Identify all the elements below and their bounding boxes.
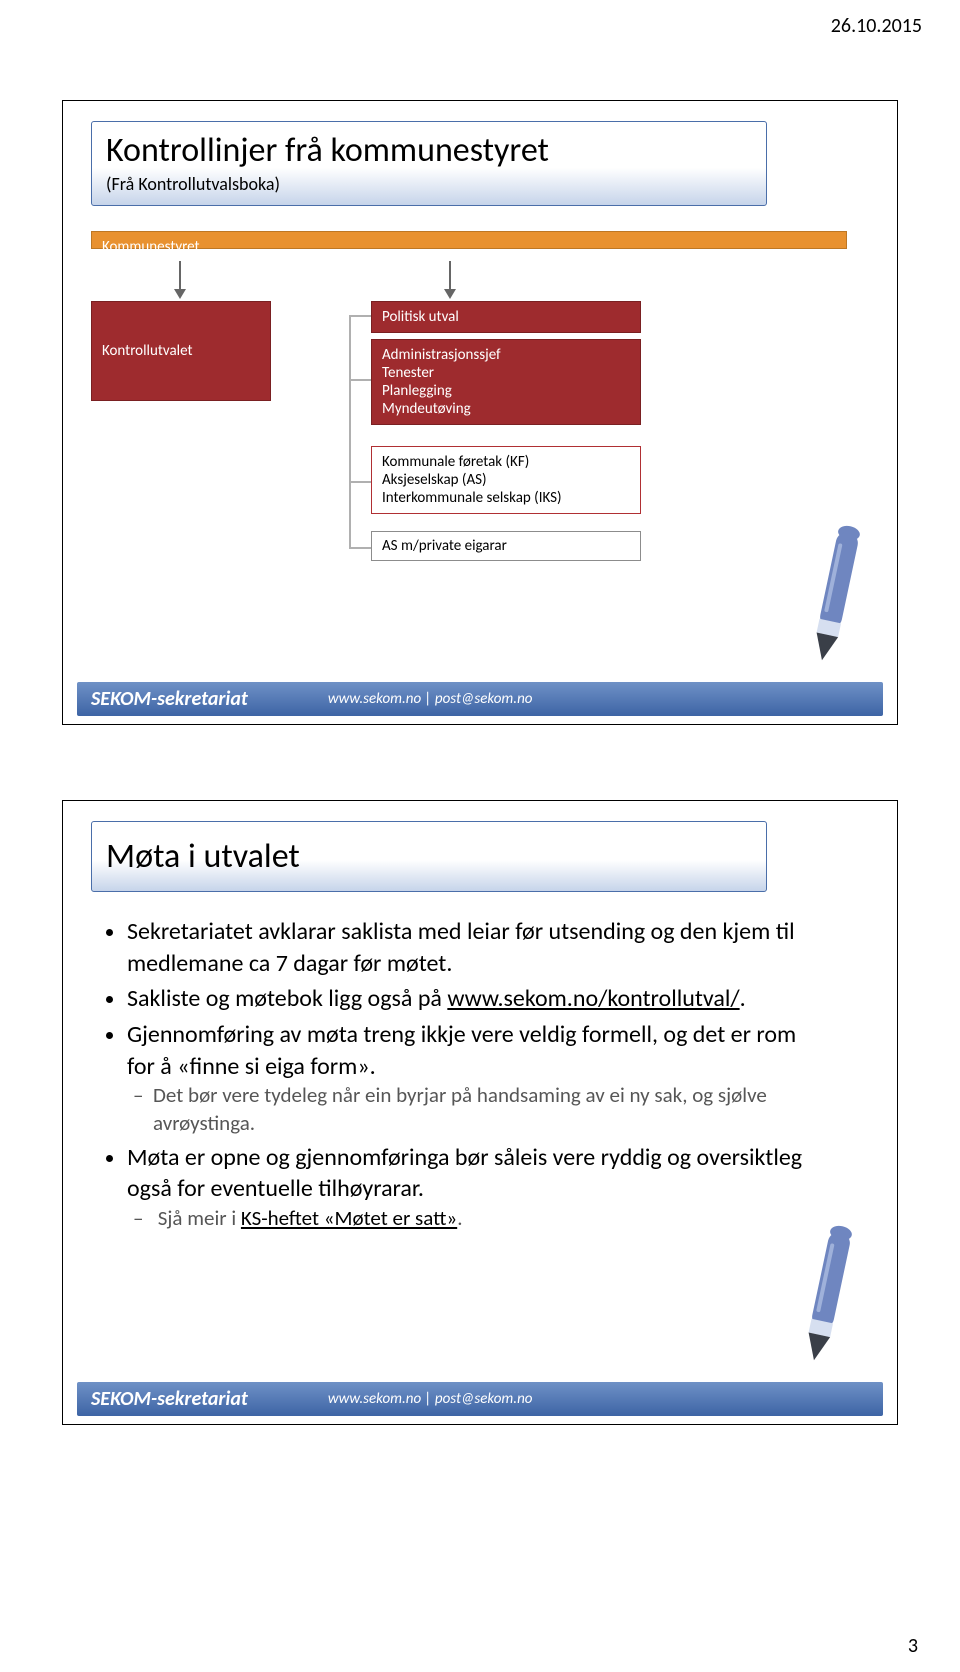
slide2-bullets: Sekretariatet avklarar saklista med leia…: [103, 916, 807, 1237]
org-diagram: Kommunestyret Kontrollutvalet Politisk u…: [91, 231, 847, 631]
admin-line-1: Tenester: [382, 364, 630, 382]
admin-line-0: Administrasjonssjef: [382, 346, 630, 364]
connector-h-1: [349, 315, 371, 317]
foretak-line-1: Aksjeselskap (AS): [382, 471, 630, 489]
footer-brand-2: SEKOM-sekretariat: [91, 1387, 248, 1411]
page-date: 26.10.2015: [831, 14, 922, 38]
bullet-4-sub-link[interactable]: KS-heftet «Møtet er satt»: [241, 1205, 457, 1231]
bullet-3-text: Gjennomføring av møta treng ikkje vere v…: [127, 1020, 796, 1081]
box-eigar: AS m/private eigarar: [371, 531, 641, 561]
footer-url-2: www.sekom.no | post@sekom.no: [328, 1390, 533, 1408]
bullet-4: Møta er opne og gjennomføringa bør sålei…: [127, 1142, 807, 1233]
box-politisk-utval: Politisk utval: [371, 301, 641, 333]
slide1-footer: SEKOM-sekretariat www.sekom.no | post@se…: [77, 682, 883, 716]
bullet-4-sub-1: Sjå meir i KS-heftet «Møtet er satt».: [153, 1205, 807, 1233]
page-number: 3: [908, 1634, 918, 1658]
connector-h-2: [349, 379, 371, 381]
slide2-footer: SEKOM-sekretariat www.sekom.no | post@se…: [77, 1382, 883, 1416]
slide2-title-band: Møta i utvalet: [91, 821, 767, 892]
box-foretak: Kommunale føretak (KF) Aksjeselskap (AS)…: [371, 446, 641, 514]
bullet-2: Sakliste og møtebok ligg også på www.sek…: [127, 983, 807, 1015]
bullet-1: Sekretariatet avklarar saklista med leia…: [127, 916, 807, 979]
slide2-title: Møta i utvalet: [106, 836, 752, 877]
connector-h-3: [349, 481, 371, 483]
slide1-title: Kontrollinjer frå kommunestyret: [106, 130, 752, 171]
slide1-subtitle: (Frå Kontrollutvalsboka): [106, 173, 752, 195]
pen-icon-2: [799, 1224, 859, 1374]
connector-h-4: [349, 547, 371, 549]
bullet-2-before: Sakliste og møtebok ligg også på: [127, 984, 447, 1013]
bullet-4-sub-before: Sjå meir i: [158, 1205, 241, 1231]
bullet-2-link[interactable]: www.sekom.no/kontrollutval/: [447, 984, 739, 1013]
slide-2: Møta i utvalet Sekretariatet avklarar sa…: [62, 800, 898, 1425]
admin-line-2: Planlegging: [382, 382, 630, 400]
admin-line-3: Myndeutøving: [382, 400, 630, 418]
bullet-3-sub-1: Det bør vere tydeleg når ein byrjar på h…: [153, 1082, 807, 1137]
slide-1: Kontrollinjer frå kommunestyret (Frå Kon…: [62, 100, 898, 725]
bullet-4-text: Møta er opne og gjennomføringa bør sålei…: [127, 1143, 802, 1204]
foretak-line-2: Interkommunale selskap (IKS): [382, 489, 630, 507]
pen-icon: [807, 524, 867, 674]
box-admin: Administrasjonssjef Tenester Planlegging…: [371, 339, 641, 425]
bullet-2-after: .: [740, 984, 746, 1013]
slide1-title-band: Kontrollinjer frå kommunestyret (Frå Kon…: [91, 121, 767, 206]
footer-brand: SEKOM-sekretariat: [91, 687, 248, 711]
foretak-line-0: Kommunale føretak (KF): [382, 453, 630, 471]
box-kommunestyret: Kommunestyret: [91, 231, 847, 249]
bullet-4-sub-after: .: [457, 1205, 462, 1231]
bullet-3: Gjennomføring av møta treng ikkje vere v…: [127, 1019, 807, 1138]
connector-vertical: [349, 315, 351, 549]
box-kontrollutvalet: Kontrollutvalet: [91, 301, 271, 401]
bullet-1-text: Sekretariatet avklarar saklista med leia…: [127, 917, 795, 978]
footer-url: www.sekom.no | post@sekom.no: [328, 690, 533, 708]
